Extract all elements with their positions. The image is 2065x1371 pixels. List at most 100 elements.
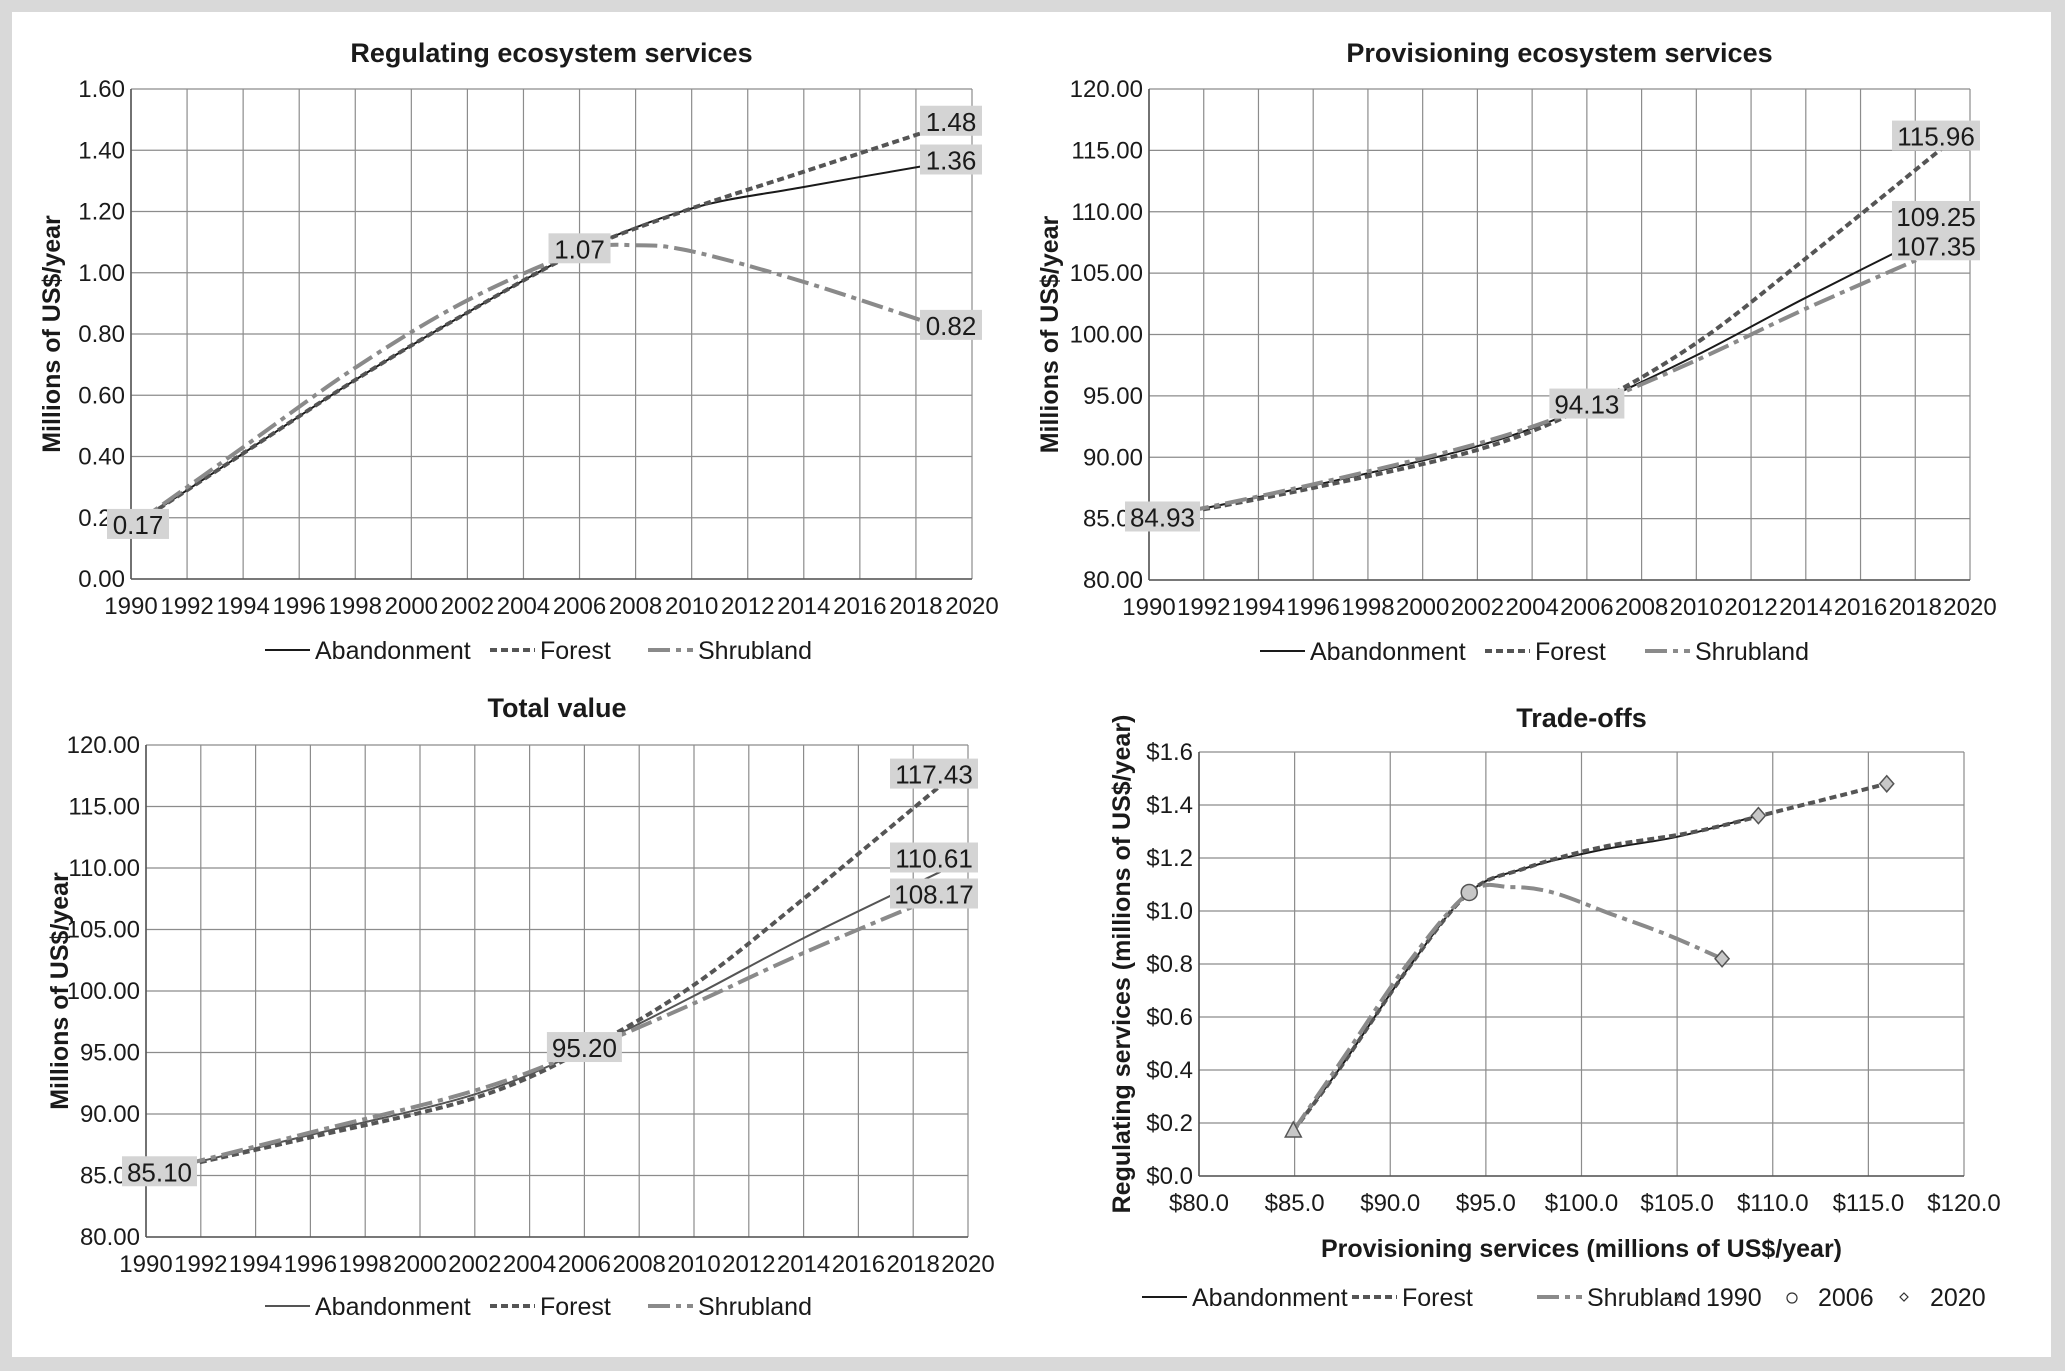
series-lines	[129, 123, 945, 529]
legend: Abandonment Forest Shrubland	[265, 1293, 812, 1321]
legend-label: 1990	[1706, 1284, 1762, 1312]
series-line-shrubland	[129, 242, 945, 529]
legend-label: Shrubland	[698, 637, 812, 665]
x-tick-label: 1990	[1122, 594, 1175, 621]
y-tick-label: 95.00	[80, 1040, 140, 1067]
y-tick-label: $0.2	[1146, 1110, 1193, 1137]
x-tick-label: 2004	[503, 1251, 556, 1278]
x-tick-label: 2020	[1943, 594, 1996, 621]
y-tick-label: 120.00	[1070, 76, 1143, 103]
y-tick-label: 1.60	[78, 76, 125, 103]
y-tick-label: 110.00	[1071, 199, 1143, 226]
x-tick-label: 2006	[558, 1251, 611, 1278]
x-tick-label: 1996	[273, 593, 326, 620]
data-label-box	[122, 1156, 197, 1187]
data-label: 0.17	[113, 510, 164, 540]
y-tick-label: 1.20	[78, 199, 125, 226]
x-tick-label: 1998	[1341, 594, 1394, 621]
x-tick-label: 1996	[1287, 594, 1340, 621]
x-tick-labels: $80.0 $85.0 $90.0 $95.0 $100.0 $105.0 $110.0 $1…	[1169, 1190, 2001, 1217]
gridlines	[130, 88, 973, 580]
x-tick-labels: 1990 1992 1994 1996 1998 2000 2002 2004 2006 2008…	[1122, 594, 1996, 621]
data-label-box	[548, 233, 611, 264]
y-axis-label: Millions of US$/year	[46, 872, 74, 1110]
y-tick-label: 115.00	[1071, 137, 1143, 164]
legend-label: Abandonment	[315, 1293, 471, 1321]
legend-label: 2020	[1930, 1284, 1986, 1312]
y-tick-label: $0.0	[1146, 1163, 1193, 1190]
x-tick-label: 1994	[216, 593, 269, 620]
x-tick-label: 2008	[613, 1251, 666, 1278]
x-tick-label: 1992	[1177, 594, 1230, 621]
x-axis-label: Provisioning services (millions of US$/y…	[1321, 1235, 1842, 1263]
x-tick-label: $115.0	[1833, 1190, 1905, 1217]
data-label: 85.10	[127, 1157, 192, 1187]
x-tick-label: 2018	[889, 593, 942, 620]
chart-title: Total value	[487, 693, 626, 723]
y-tick-label: $1.2	[1146, 845, 1193, 872]
series-line-abandonment	[1292, 814, 1759, 1132]
y-tick-label: 120.00	[67, 732, 140, 759]
x-tick-label: $110.0	[1737, 1190, 1809, 1217]
y-tick-label: 0.00	[78, 566, 125, 593]
legend-label: Shrubland	[1587, 1284, 1701, 1312]
x-tick-labels: 1990 1992 1994 1996 1998 2000 2002 2004 2006 2008…	[104, 593, 998, 620]
data-label-box	[1125, 501, 1200, 532]
series-line-abandonment	[1148, 228, 1944, 521]
x-tick-label: 2012	[722, 1251, 775, 1278]
data-label-box	[920, 309, 982, 340]
x-tick-label: 2008	[609, 593, 662, 620]
x-tick-label: 2012	[1724, 594, 1777, 621]
legend-label: Shrubland	[1695, 638, 1809, 666]
data-labels: 0.17 1.07 1.48 1.36 0.82	[107, 105, 982, 540]
x-tick-label: 2020	[941, 1251, 994, 1278]
marker-1990	[1284, 1120, 1303, 1138]
x-tick-label: 2014	[1779, 594, 1832, 621]
data-label: 94.13	[1554, 390, 1619, 420]
x-tick-label: $95.0	[1456, 1190, 1516, 1217]
y-tick-label: 105.00	[1070, 260, 1143, 287]
x-tick-label: 2000	[393, 1251, 446, 1278]
legend-marker-2020	[1899, 1292, 1909, 1302]
chart-panel-4: Trade-offs $80.0 $85.0 $90.0 $95.0 $100.0 $105…	[1108, 703, 2001, 1312]
series-line-forest	[1148, 146, 1944, 522]
x-tick-label: 2018	[887, 1251, 940, 1278]
point-markers	[1284, 774, 1895, 1138]
data-labels: 85.10 95.20 117.43 110.61 108.17	[122, 758, 978, 1187]
x-tick-label: 2014	[777, 593, 830, 620]
legend-label: Abandonment	[1192, 1284, 1348, 1312]
legend-label: 2006	[1818, 1284, 1874, 1312]
series-line-shrubland	[145, 893, 942, 1177]
data-label-box	[920, 144, 982, 175]
x-tick-label: 1996	[284, 1251, 337, 1278]
marker-2020	[1750, 806, 1767, 825]
gridlines	[1198, 751, 1965, 1177]
data-label-box	[890, 878, 978, 909]
x-tick-label: 2006	[553, 593, 606, 620]
gridlines	[1148, 88, 1971, 581]
legend: Abandonment Forest Shrubland	[1260, 638, 1809, 666]
x-tick-label: 1992	[160, 593, 213, 620]
y-tick-label: 0.80	[78, 321, 125, 348]
data-label: 107.35	[1896, 231, 1976, 261]
y-axis-label: Millions of US$/year	[38, 215, 66, 453]
data-label-box	[890, 758, 978, 789]
y-tick-label: 100.00	[67, 978, 140, 1005]
y-tick-labels: 0.000.200.400.600.801.001.201.401.60	[78, 76, 125, 593]
x-tick-label: 2008	[1615, 594, 1668, 621]
x-tick-label: $85.0	[1265, 1190, 1325, 1217]
y-tick-label: 95.00	[1083, 383, 1143, 410]
data-label-box	[1892, 230, 1980, 261]
series-line-abandonment	[145, 870, 942, 1176]
x-tick-label: 2002	[1451, 594, 1504, 621]
x-tick-label: 2002	[448, 1251, 501, 1278]
x-tick-label: $80.0	[1169, 1190, 1229, 1217]
legend-marker-1990	[1675, 1292, 1685, 1303]
marker-2020	[1714, 949, 1731, 968]
chart-title: Trade-offs	[1516, 703, 1647, 733]
gridlines	[145, 744, 969, 1238]
